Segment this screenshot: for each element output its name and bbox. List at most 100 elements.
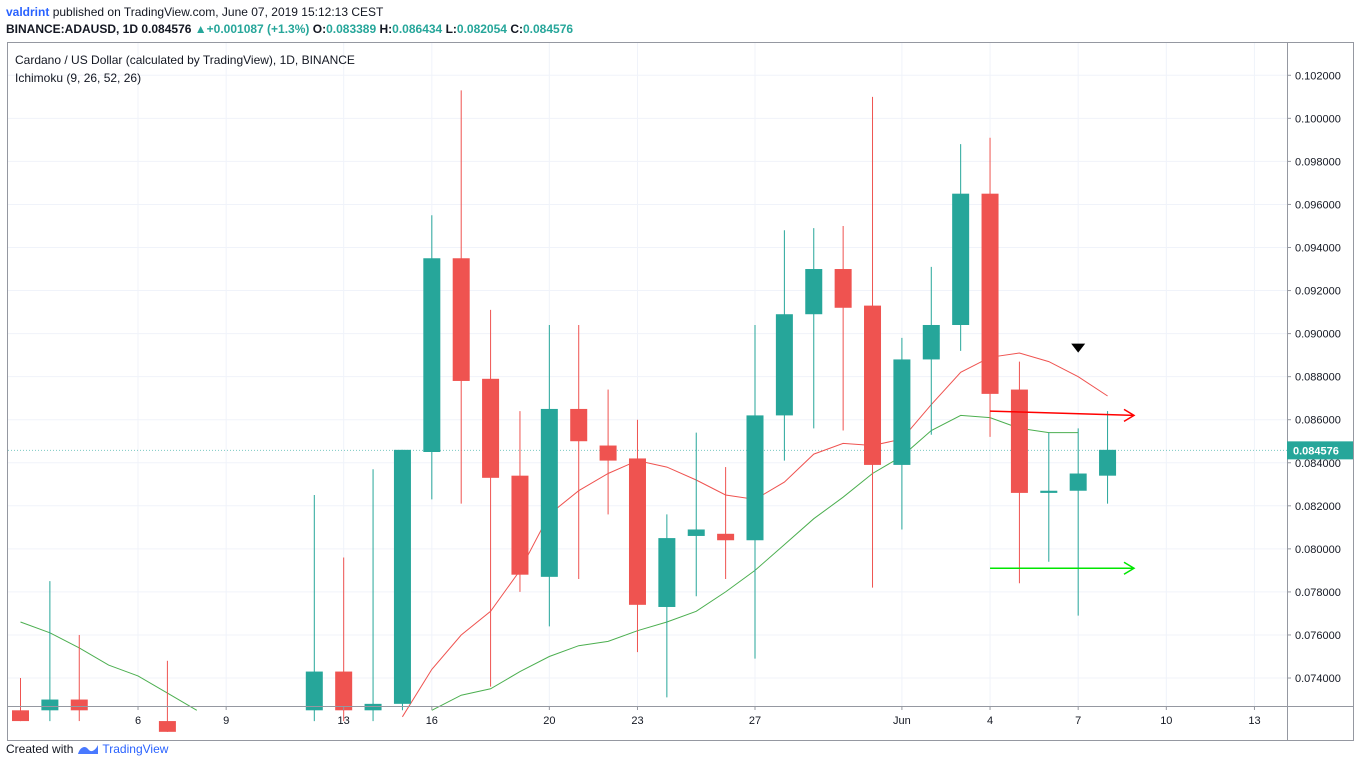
time-tick-label: 7 (1075, 715, 1081, 727)
candle-body (864, 305, 882, 465)
publish-line: valdrint published on TradingView.com, J… (6, 5, 383, 19)
chart-title: Cardano / US Dollar (calculated by Tradi… (15, 53, 355, 67)
time-axis[interactable]: 6 9 13 16 20 23 27 Jun 4 7 10 13 (135, 706, 1261, 727)
annotations-group (990, 343, 1136, 575)
arrow-head (1123, 561, 1136, 575)
candle-down (1010, 361, 1028, 584)
chart-frame[interactable]: 0.074000 0.076000 0.078000 0.080000 0.082000… (7, 42, 1354, 741)
candle-up (805, 228, 823, 429)
candle-body (158, 721, 176, 732)
price-tick-label: 0.098000 (1295, 156, 1341, 168)
candle-body (12, 710, 29, 722)
price-change: +0.001087 (+1.3%) (206, 22, 310, 36)
price-tick-label: 0.100000 (1295, 113, 1341, 125)
price-tick-label: 0.086000 (1295, 415, 1341, 427)
published-text: published on TradingView.com, June 07, 2… (52, 5, 384, 19)
candle-up (1040, 432, 1058, 562)
candle-body (305, 671, 323, 711)
time-tick-label: 27 (749, 715, 761, 727)
high-label: H: (379, 22, 393, 36)
candle-body (599, 445, 617, 461)
open-value: 0.083389 (326, 22, 377, 36)
candle-body (1010, 389, 1028, 493)
indicator-legend[interactable]: Ichimoku (9, 26, 52, 26) (15, 71, 141, 85)
candle-down (570, 324, 588, 579)
candle-up (658, 514, 676, 698)
created-with-label: Created with (6, 742, 74, 756)
time-tick-label: 23 (631, 715, 643, 727)
candle-body (1099, 449, 1117, 476)
price-tick-label: 0.074000 (1295, 673, 1341, 685)
candle-body (981, 193, 999, 394)
low-label: L: (445, 22, 457, 36)
candle-up (1099, 411, 1117, 504)
price-tick-label: 0.076000 (1295, 630, 1341, 642)
candle-body (1040, 490, 1058, 493)
candle-body (423, 258, 441, 452)
close-value: 0.084576 (522, 22, 574, 36)
price-tick-label: 0.092000 (1295, 286, 1341, 298)
candle-down (511, 411, 529, 592)
symbol-label: BINANCE:ADAUSD, 1D (6, 22, 139, 36)
arrow-annotation (990, 561, 1136, 575)
price-tick-label: 0.094000 (1295, 242, 1341, 254)
candle-down (482, 309, 500, 687)
candle-body (805, 269, 823, 315)
candle-body (952, 193, 970, 325)
time-tick-label: 6 (135, 715, 141, 727)
candle-down (981, 137, 999, 437)
last-price-label: 0.084576 (1293, 445, 1339, 457)
candle-body (41, 699, 59, 711)
candle-body (452, 258, 470, 381)
candle-body (893, 359, 911, 465)
candle-down (599, 389, 617, 515)
down-marker-icon (1071, 343, 1086, 353)
price-tick-label: 0.102000 (1295, 70, 1341, 82)
time-tick-label: 13 (1248, 715, 1260, 727)
candle-body (746, 415, 764, 541)
time-tick-label: 13 (338, 715, 350, 727)
candle-body (393, 449, 411, 704)
time-tick-label: 10 (1160, 715, 1172, 727)
candle-up (952, 144, 970, 351)
candle-body (482, 378, 500, 478)
price-tick-label: 0.082000 (1295, 501, 1341, 513)
candle-up (393, 449, 411, 711)
arrow-head (1123, 408, 1136, 423)
candle-body (775, 314, 793, 416)
candle-up (305, 495, 323, 722)
price-tick-label: 0.088000 (1295, 372, 1341, 384)
price-axis[interactable]: 0.074000 0.076000 0.078000 0.080000 0.082000… (1287, 70, 1353, 685)
tradingview-brand[interactable]: TradingView (102, 742, 169, 756)
candle-up (41, 581, 59, 722)
candle-body (335, 671, 353, 711)
price-chart[interactable]: 0.074000 0.076000 0.078000 0.080000 0.082000… (8, 43, 1353, 740)
candle-down (335, 557, 353, 722)
author-name[interactable]: valdrint (6, 5, 50, 19)
time-tick-label: 4 (987, 715, 993, 727)
candle-down (864, 96, 882, 588)
last-price: 0.084576 (141, 22, 192, 36)
candle-down (452, 90, 470, 504)
time-tick-label: 16 (426, 715, 438, 727)
time-tick-label: Jun (893, 715, 911, 727)
candle-up (687, 432, 705, 597)
candle-body (540, 408, 558, 577)
candle-body (922, 324, 940, 360)
price-tick-label: 0.084000 (1295, 458, 1341, 470)
candle-body (1069, 473, 1087, 491)
candle-up (922, 266, 940, 435)
candle-body (717, 533, 735, 541)
candles-group (12, 90, 1117, 732)
tradingview-logo-icon (78, 745, 99, 754)
symbol-ohlc-line: BINANCE:ADAUSD, 1D 0.084576 ▲+0.001087 (… (6, 22, 573, 36)
time-tick-label: 20 (543, 715, 555, 727)
high-value: 0.086434 (392, 22, 443, 36)
candle-body (70, 699, 88, 711)
time-tick-label: 9 (223, 715, 229, 727)
candle-body (687, 529, 705, 536)
open-label: O: (312, 22, 327, 36)
candle-up (364, 469, 382, 722)
price-tick-label: 0.078000 (1295, 587, 1341, 599)
arrow-annotation (990, 408, 1136, 423)
